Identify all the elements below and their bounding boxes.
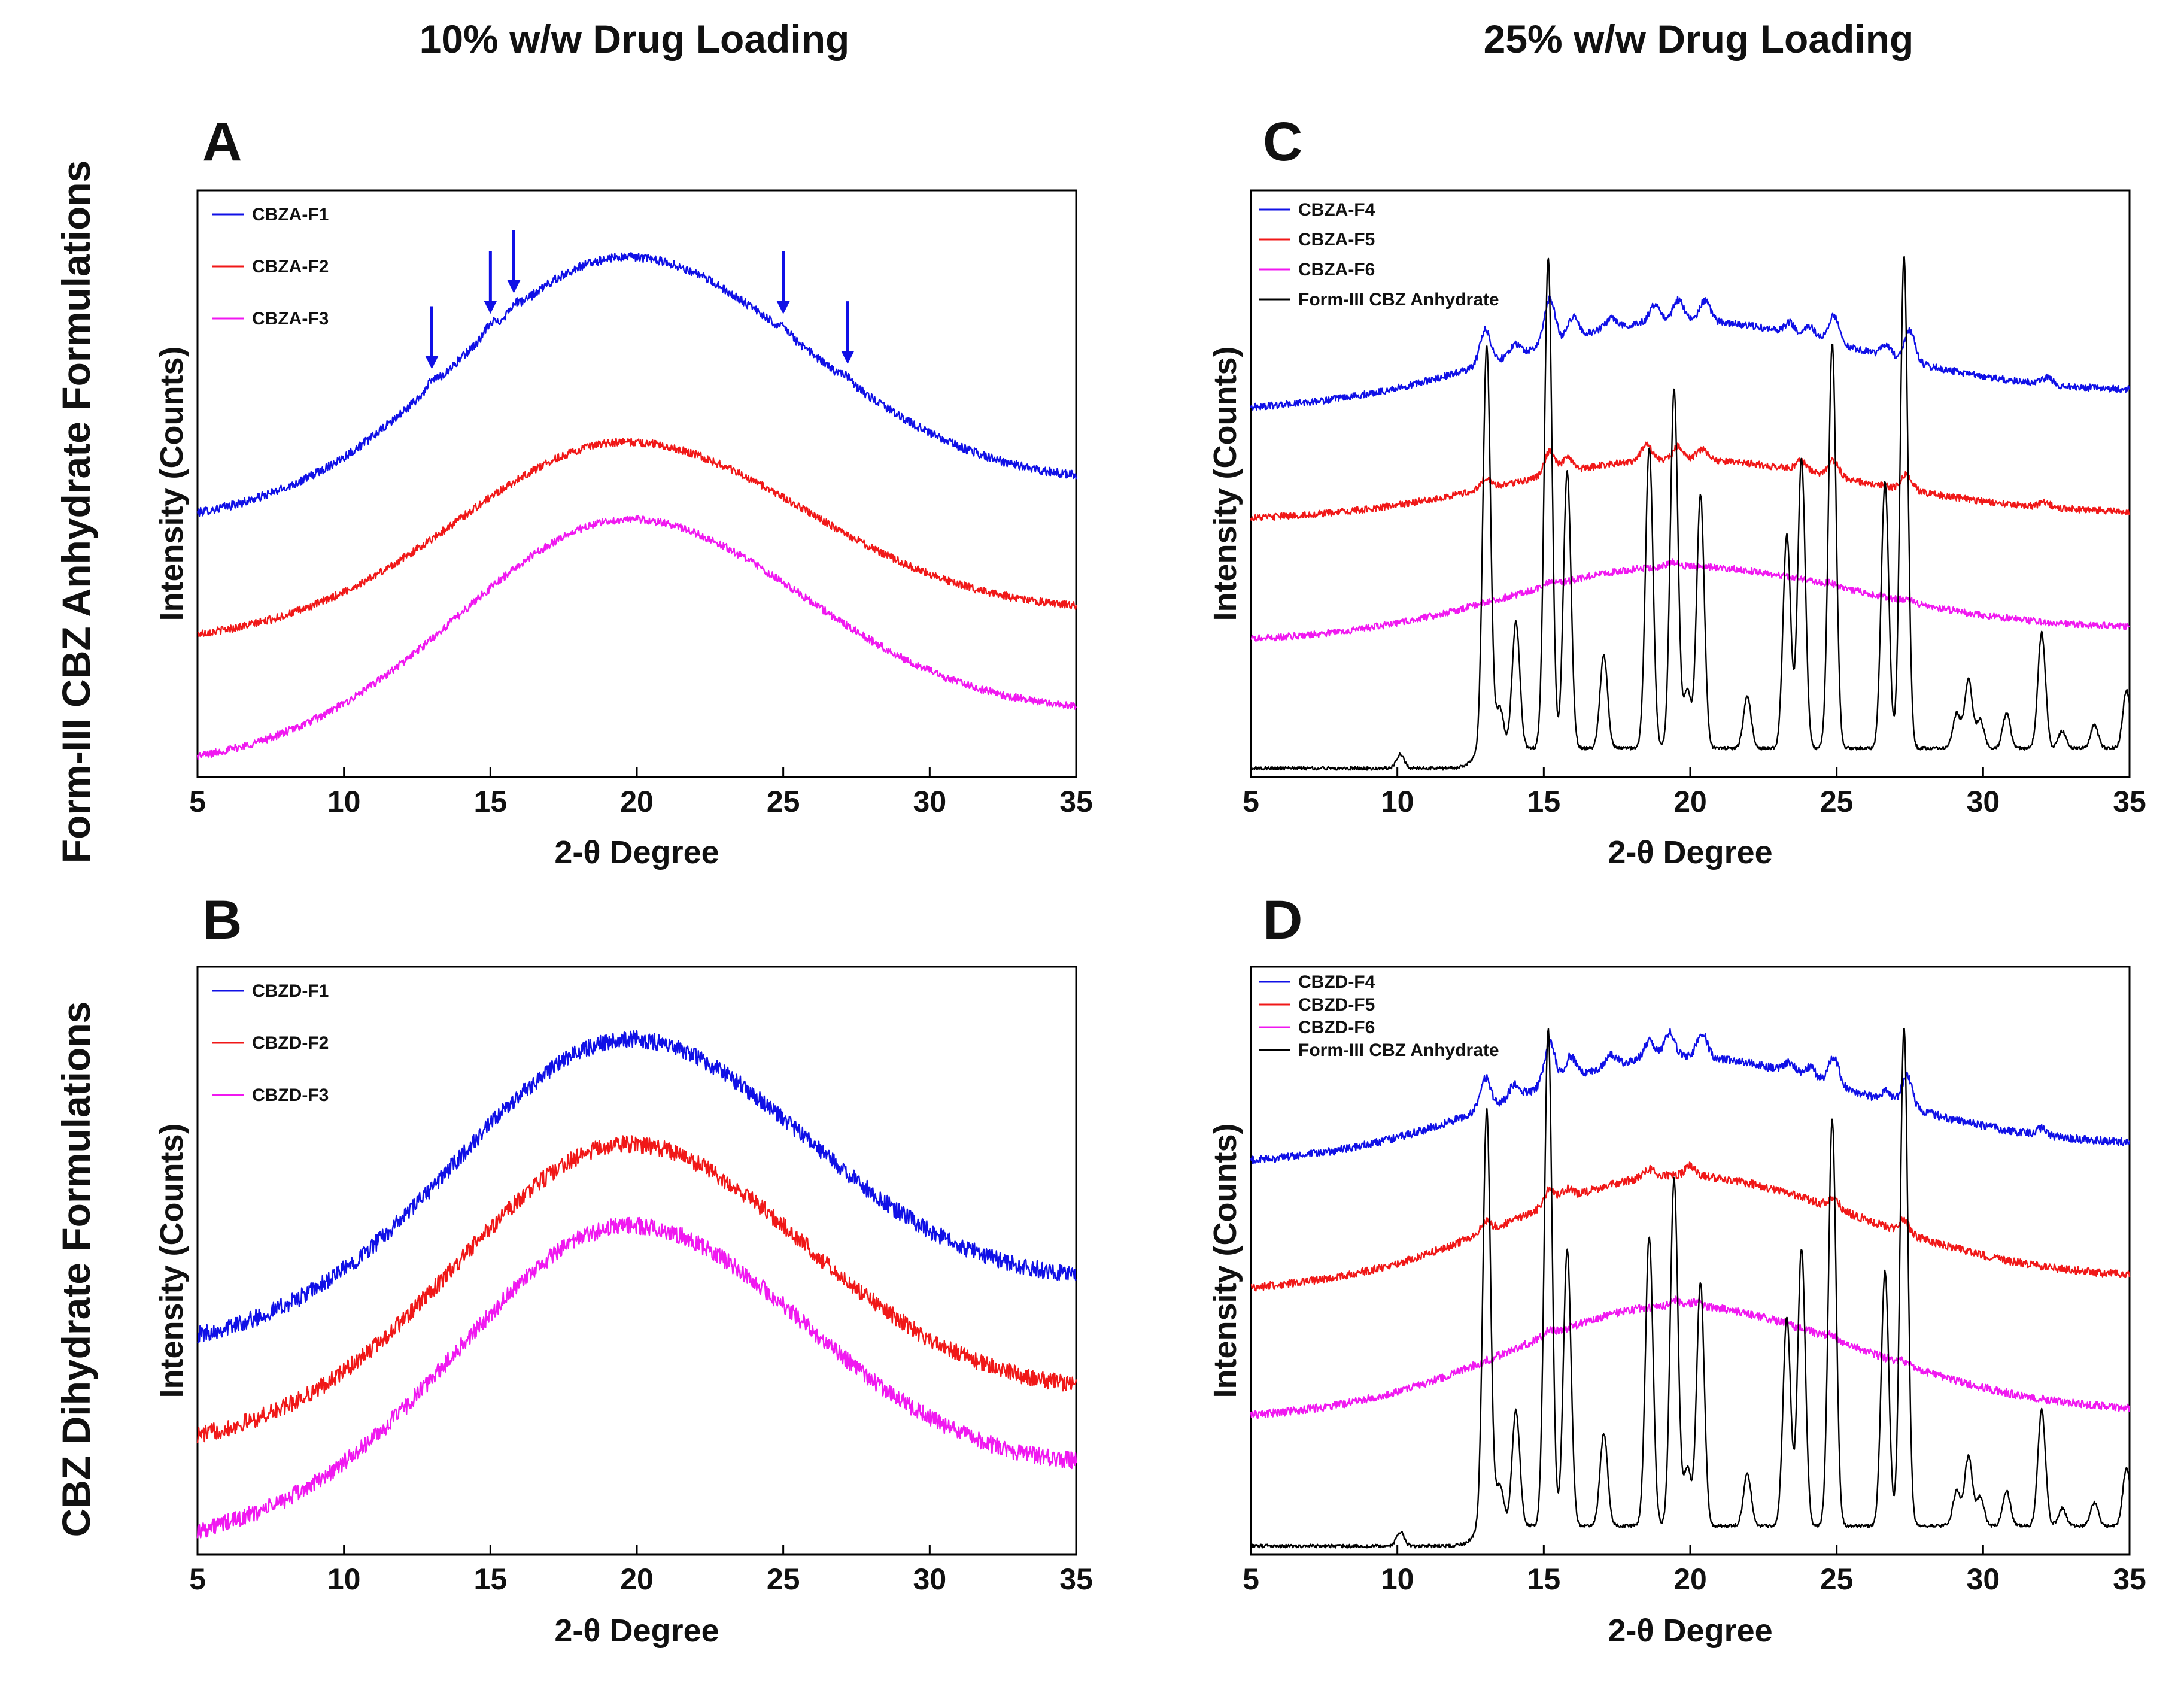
y-axis-title: Intensity (Counts) <box>1207 1124 1243 1398</box>
legend-entry: CBZA-F3 <box>252 309 329 329</box>
column-title-25pct: 25% w/w Drug Loading <box>1484 17 1914 61</box>
legend-entry: CBZD-F2 <box>252 1033 329 1053</box>
x-tick-label: 5 <box>1243 1562 1259 1596</box>
legend-entry: CBZA-F2 <box>252 257 329 277</box>
legend: CBZA-F4 CBZA-F5 CBZA-F6 Form-III CBZ Anhydr… <box>1259 200 1499 310</box>
panel-letter: A <box>202 111 242 172</box>
series-cbza-f4 <box>1250 295 2131 411</box>
panel-a: A 5 10 15 20 25 30 35 CBZA-F1 CBZA-F2 CBZA-F3 2-… <box>154 111 1093 870</box>
x-tick-label: 15 <box>474 1562 508 1596</box>
row-title-dihydrate: CBZ Dihydrate Formulations <box>54 1002 98 1537</box>
x-tick-label: 35 <box>1059 1562 1093 1596</box>
panel-b: B 5 10 15 20 25 30 35 CBZD-F1 CBZD-F2 CBZD-F3 2-… <box>154 890 1093 1649</box>
arrow-icon <box>484 251 497 314</box>
plot-frame <box>1250 189 2131 778</box>
series-cbza-f3 <box>196 515 1077 761</box>
legend: CBZD-F4 CBZD-F5 CBZD-F6 Form-III CBZ Anhydr… <box>1259 972 1499 1060</box>
x-tick-label: 30 <box>1967 785 2000 818</box>
series-cbzd-f6 <box>1250 1295 2131 1419</box>
series-layer <box>196 1030 1077 1539</box>
x-axis-title: 2-θ Degree <box>554 835 719 870</box>
x-axis-title: 2-θ Degree <box>1608 1613 1772 1649</box>
x-tick-label: 10 <box>1381 1562 1414 1596</box>
arrow-icon <box>507 230 521 293</box>
x-tick-label: 30 <box>913 1562 947 1596</box>
legend-entry: Form-III CBZ Anhydrate <box>1298 290 1499 310</box>
x-tick-label: 15 <box>474 785 508 818</box>
series-form-iii-cbz-anhydrate <box>1250 1027 2131 1549</box>
legend-entry: CBZA-F4 <box>1298 200 1375 220</box>
x-tick-label: 25 <box>767 785 800 818</box>
legend-entry: CBZD-F3 <box>252 1085 329 1105</box>
row-title-anhydrate: Form-III CBZ Anhydrate Formulations <box>54 160 98 864</box>
plot-frame <box>196 189 1077 778</box>
x-tick-label: 20 <box>1673 785 1707 818</box>
series-form-iii-cbz-anhydrate <box>1250 256 2131 771</box>
series-cbzd-f1 <box>197 1030 1077 1344</box>
panel-letter: D <box>1263 890 1302 951</box>
arrow-icon <box>425 306 439 369</box>
series-layer <box>1250 256 2131 771</box>
x-tick-label: 5 <box>189 1562 206 1596</box>
series-layer <box>196 252 1077 761</box>
x-tick-label: 30 <box>913 785 947 818</box>
panel-letter: C <box>1263 111 1302 172</box>
series-cbzd-f4 <box>1250 1028 2131 1164</box>
series-cbza-f6 <box>1250 558 2130 642</box>
x-tick-label: 15 <box>1527 1562 1561 1596</box>
arrow-icon <box>776 251 790 314</box>
series-cbzd-f5 <box>1250 1161 2131 1292</box>
x-tick-label: 5 <box>189 785 206 818</box>
legend: CBZD-F1 CBZD-F2 CBZD-F3 <box>212 981 329 1105</box>
panel-d: D 5 10 15 20 25 30 35 CBZD-F4 CBZD-F5 CBZD-F6 For… <box>1207 890 2146 1649</box>
x-axis-ticks: 5 10 15 20 25 30 35 <box>1243 1545 2146 1596</box>
x-axis-ticks: 5 10 15 20 25 30 35 <box>189 767 1093 818</box>
series-cbza-f2 <box>197 438 1077 637</box>
x-axis-ticks: 5 10 15 20 25 30 35 <box>1243 767 2146 818</box>
x-axis-ticks: 5 10 15 20 25 30 35 <box>189 1545 1093 1596</box>
x-tick-label: 10 <box>1381 785 1414 818</box>
x-tick-label: 35 <box>2113 1562 2146 1596</box>
legend-entry: CBZD-F5 <box>1298 995 1375 1015</box>
x-tick-label: 10 <box>327 785 361 818</box>
x-tick-label: 35 <box>2113 785 2146 818</box>
y-axis-title: Intensity (Counts) <box>154 347 190 621</box>
legend: CBZA-F1 CBZA-F2 CBZA-F3 <box>212 205 329 329</box>
x-tick-label: 30 <box>1967 1562 2000 1596</box>
series-cbza-f5 <box>1250 441 2130 521</box>
legend-entry: Form-III CBZ Anhydrate <box>1298 1040 1499 1060</box>
panel-c: C 5 10 15 20 25 30 35 CBZA-F4 CBZA-F5 CBZA-F6 For… <box>1207 111 2146 870</box>
arrow-icon <box>841 301 855 365</box>
panel-letter: B <box>202 890 242 951</box>
legend-entry: CBZD-F6 <box>1298 1018 1375 1037</box>
y-axis-title: Intensity (Counts) <box>154 1124 190 1398</box>
annotation-arrows <box>425 230 855 369</box>
legend-entry: CBZA-F1 <box>252 205 329 224</box>
x-tick-label: 10 <box>327 1562 361 1596</box>
series-cbza-f1 <box>196 252 1077 517</box>
x-tick-label: 20 <box>620 785 654 818</box>
x-tick-label: 20 <box>620 1562 654 1596</box>
series-cbzd-f3 <box>196 1216 1077 1539</box>
legend-entry: CBZD-F1 <box>252 981 329 1001</box>
x-tick-label: 5 <box>1243 785 1259 818</box>
x-tick-label: 20 <box>1673 1562 1707 1596</box>
y-axis-title: Intensity (Counts) <box>1207 347 1243 621</box>
series-layer <box>1250 1027 2131 1549</box>
legend-entry: CBZD-F4 <box>1298 972 1375 992</box>
legend-entry: CBZA-F6 <box>1298 260 1375 280</box>
x-tick-label: 35 <box>1059 785 1093 818</box>
column-title-10pct: 10% w/w Drug Loading <box>420 17 850 61</box>
x-tick-label: 25 <box>1820 1562 1854 1596</box>
series-cbzd-f2 <box>196 1135 1077 1443</box>
x-tick-label: 25 <box>767 1562 800 1596</box>
x-axis-title: 2-θ Degree <box>554 1613 719 1649</box>
x-tick-label: 15 <box>1527 785 1561 818</box>
legend-entry: CBZA-F5 <box>1298 230 1375 250</box>
x-axis-title: 2-θ Degree <box>1608 835 1772 870</box>
x-tick-label: 25 <box>1820 785 1854 818</box>
